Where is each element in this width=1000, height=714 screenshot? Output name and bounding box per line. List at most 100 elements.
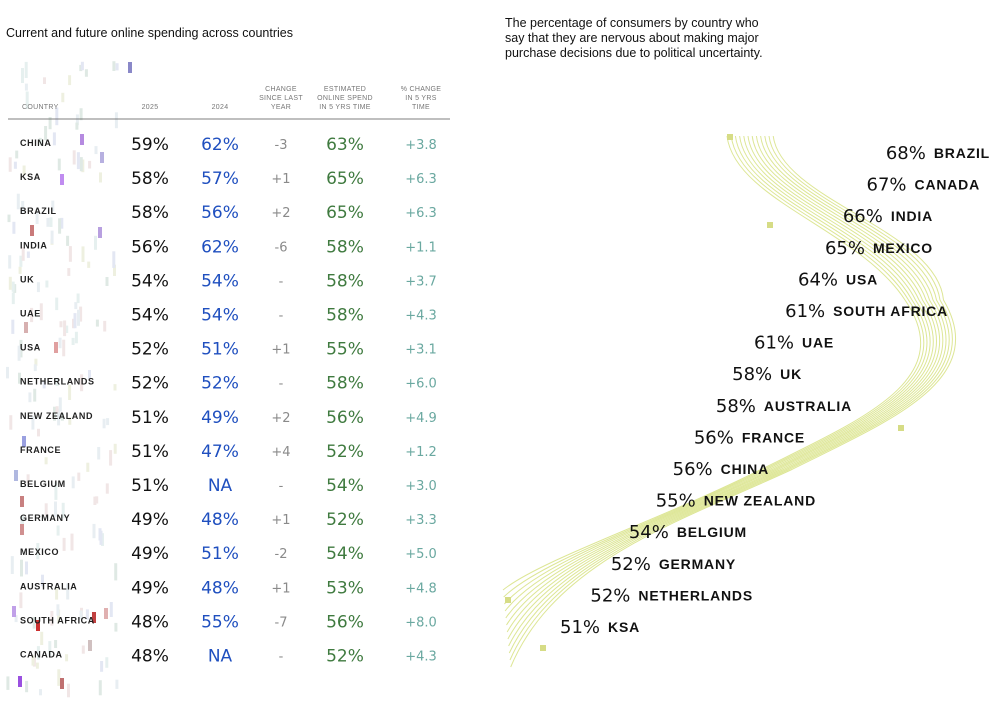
deco-mark [16,193,20,210]
value-estimated: 58% [326,306,364,326]
ranking-percent: 64% [798,269,838,290]
deco-mark [12,221,16,234]
deco-mark [13,161,17,169]
ranking-country: UAE [802,335,834,351]
deco-mark [100,661,104,672]
wave-line [504,135,928,605]
deco-mark [79,108,83,121]
deco-mark [112,251,116,268]
value-2024: 62% [201,135,239,155]
value-2025: 48% [131,612,169,632]
deco-mark [55,379,59,386]
deco-mark [44,503,48,516]
deco-mark [115,63,119,71]
deco-mark [25,91,29,109]
deco-mark [56,604,60,616]
row-country: BELGIUM [20,479,66,489]
deco-mark [8,255,12,269]
deco-mark [57,609,61,623]
deco-mark [99,172,102,183]
ranking-country: SOUTH AFRICA [833,303,948,319]
deco-mark [92,523,96,539]
deco-mark [48,641,52,657]
deco-accent [98,227,102,238]
deco-accent [22,436,26,447]
deco-accent [18,676,22,687]
deco-accent [24,322,28,333]
deco-mark [36,543,40,560]
deco-accent [30,225,34,236]
column-header: ESTIMATED ONLINE SPEND IN 5 YRS TIME [317,86,372,111]
deco-mark [67,268,71,276]
table-row: KSA 58% 57% +1 65% +6.3 [20,169,437,189]
deco-mark [109,450,113,466]
wave-line [506,135,937,626]
deco-mark [17,345,21,361]
deco-mark [33,388,37,402]
ranking-item: BRAZIL 68% [886,143,989,164]
ranking-country: MEXICO [873,240,933,256]
deco-mark [74,302,78,310]
wave-line [510,135,957,668]
value-estimated: 52% [326,510,364,530]
value-pct-change: +5.0 [405,547,437,562]
value-change: -7 [275,615,288,630]
value-change: - [279,377,284,392]
deco-mark [79,64,83,72]
deco-mark [33,364,37,372]
table-row: NETHERLANDS 52% 52% - 58% +6.0 [20,374,437,394]
deco-mark [94,235,97,250]
deco-mark [73,313,77,329]
value-2024: 62% [201,237,239,257]
deco-mark [77,472,81,481]
deco-mark [46,217,50,227]
deco-mark [68,75,72,86]
value-pct-change: +6.3 [405,206,437,221]
deco-mark [103,320,107,332]
wave-line [506,135,941,633]
value-2025: 54% [131,306,169,326]
deco-mark [54,482,58,500]
value-2025: 54% [131,271,169,291]
table-row: MEXICO 49% 51% -2 54% +5.0 [20,544,437,564]
deco-mark [84,69,88,77]
value-change: +2 [271,411,290,426]
ranking-item: USA 64% [798,269,877,290]
value-change: -2 [275,547,288,562]
deco-mark [41,574,44,587]
deco-mark [32,617,36,629]
deco-mark [113,264,116,276]
deco-mark [71,337,75,345]
deco-mark [20,559,23,577]
ranking-item: NETHERLANDS 52% [590,585,752,606]
value-estimated: 65% [326,169,364,189]
deco-mark [19,592,23,609]
ranking-country: UK [780,366,802,382]
ranking-percent: 61% [754,333,794,354]
deco-mark [58,218,62,234]
row-country: FRANCE [20,445,61,455]
deco-mark [57,158,61,171]
table-row: USA 52% 51% +1 55% +3.1 [20,340,437,360]
table-row: CANADA 48% NA - 52% +4.3 [20,647,437,667]
deco-mark [74,331,78,344]
deco-mark [7,214,11,223]
ranking-item: MEXICO 65% [825,238,933,259]
deco-mark [10,556,14,574]
deco-mark [26,251,30,258]
value-pct-change: +1.1 [405,240,437,255]
header-label: ESTIMATED [324,86,366,93]
deco-mark [87,261,91,268]
ranking-country: GERMANY [659,556,736,572]
deco-mark [44,126,48,141]
deco-mark [70,533,74,551]
value-2025: 56% [131,237,169,257]
deco-mark [24,61,28,78]
wave-line [504,135,931,612]
deco-mark [95,496,99,504]
deco-mark [21,247,25,261]
deco-mark [18,372,21,384]
deco-accent [128,62,132,73]
table-row: BELGIUM 51% NA - 54% +3.0 [20,476,437,496]
